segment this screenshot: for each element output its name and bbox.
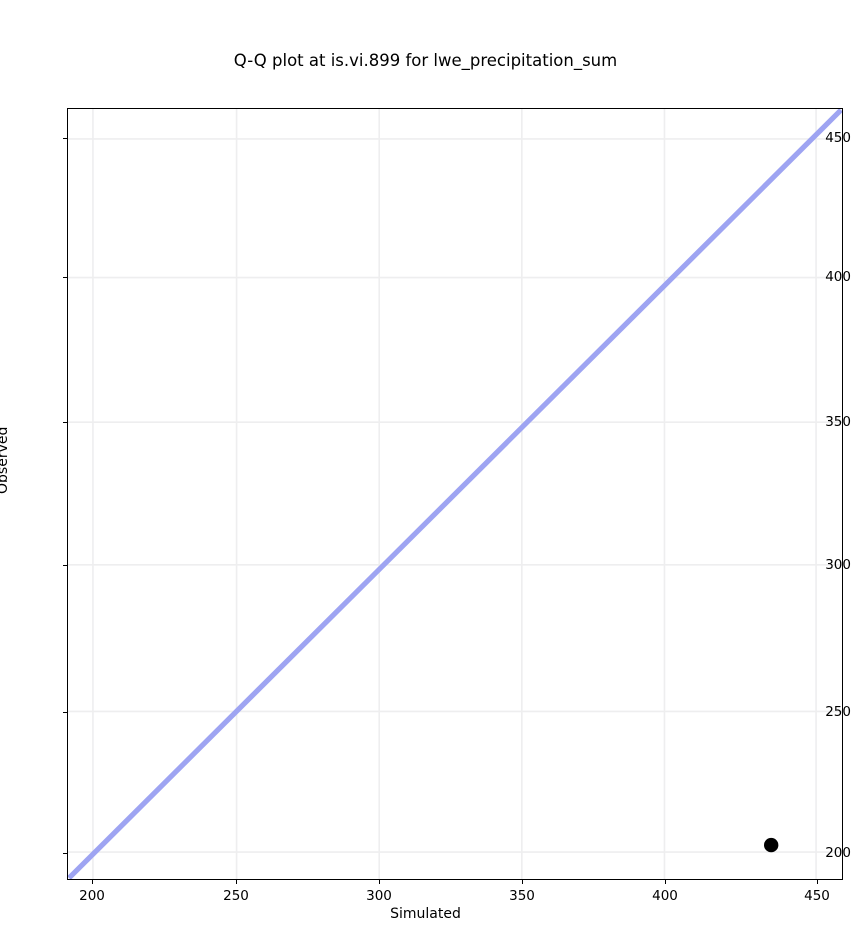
xtick-mark-200 — [92, 880, 94, 884]
xtick-label-450: 450 — [804, 888, 830, 904]
reference-line — [68, 109, 842, 879]
xtick-label-400: 400 — [652, 888, 678, 904]
ytick-label-450: 450 — [825, 130, 851, 146]
ytick-mark-350 — [63, 422, 67, 424]
xtick-mark-450 — [817, 880, 819, 884]
xtick-mark-300 — [379, 880, 381, 884]
xtick-mark-400 — [665, 880, 667, 884]
xtick-label-300: 300 — [366, 888, 392, 904]
ytick-label-200: 200 — [825, 845, 851, 861]
data-points — [764, 837, 779, 853]
xtick-label-250: 250 — [223, 888, 249, 904]
ytick-mark-400 — [63, 277, 67, 279]
xtick-mark-350 — [522, 880, 524, 884]
ytick-label-250: 250 — [825, 704, 851, 720]
chart-title-line-1: Q-Q plot at is.vi.899 for lwe_precipitat… — [233, 51, 618, 70]
ytick-label-400: 400 — [825, 269, 851, 285]
data-point-marker — [764, 837, 779, 853]
plot-canvas — [68, 109, 842, 879]
ytick-label-350: 350 — [825, 414, 851, 430]
grid-lines — [68, 109, 842, 879]
x-axis-label: Simulated — [390, 906, 461, 922]
ytick-mark-200 — [63, 853, 67, 855]
xtick-label-200: 200 — [79, 888, 105, 904]
y-axis-label: Observed — [0, 426, 11, 494]
ytick-label-300: 300 — [825, 557, 851, 573]
xtick-label-350: 350 — [509, 888, 535, 904]
ytick-mark-300 — [63, 565, 67, 567]
xtick-mark-250 — [236, 880, 238, 884]
ytick-mark-450 — [63, 138, 67, 140]
plot-area — [67, 108, 843, 880]
ytick-mark-250 — [63, 712, 67, 714]
